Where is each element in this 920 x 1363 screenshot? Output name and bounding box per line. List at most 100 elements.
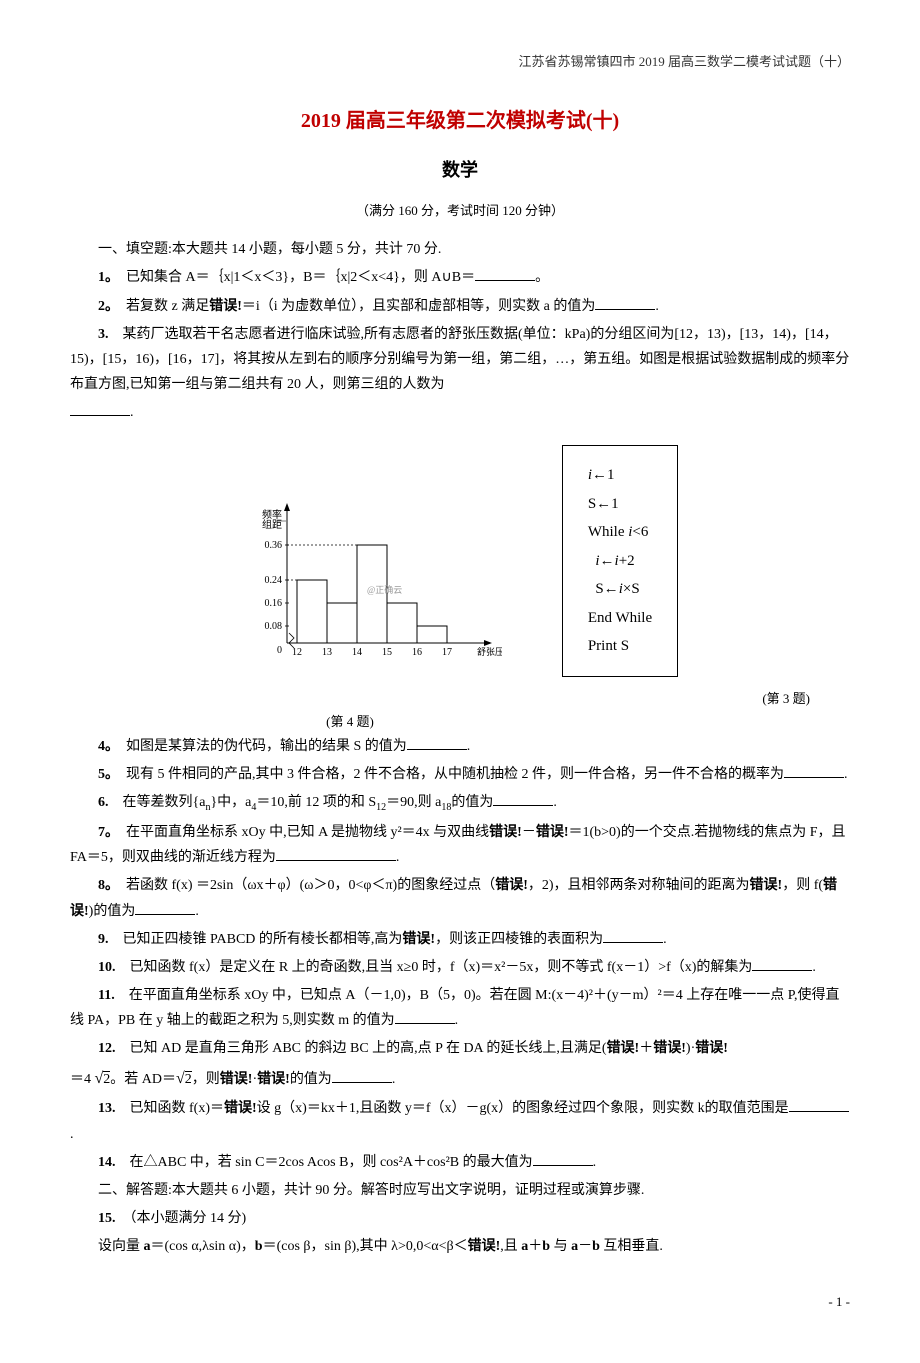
q5-text: 现有 5 件相同的产品,其中 3 件合格，2 件不合格，从中随机抽检 2 件，则…: [126, 767, 784, 782]
q4-num: 4。: [98, 739, 112, 754]
code-line-5: S←i×S: [588, 575, 652, 604]
q6-end: 的值为: [451, 795, 493, 810]
q12-err5: 错误!: [257, 1072, 290, 1087]
page-number: - 1 -: [70, 1290, 850, 1313]
q15-cont: ,且 a＋b 与 a－b 互相垂直.: [500, 1239, 663, 1254]
q6-pre: 在等差数列{a: [123, 795, 206, 810]
q9-blank: [603, 929, 663, 943]
q12-dot: )·: [686, 1041, 695, 1056]
section-2-header: 二、解答题:本大题共 6 小题，共计 90 分。解答时应写出文字说明，证明过程或…: [70, 1178, 850, 1203]
q7-blank: [276, 847, 396, 861]
code-line-3: While i<6: [588, 518, 652, 547]
code-line-2: S←1: [588, 490, 652, 519]
q12-blank: [332, 1069, 392, 1083]
q2-num: 2。: [98, 299, 112, 314]
q5-blank: [784, 764, 844, 778]
q7-num: 7。: [98, 825, 112, 840]
code-line-4: i←i+2: [588, 547, 652, 576]
code-line-1: i←1: [588, 461, 652, 490]
q9-text: 已知正四棱锥 PABCD 的所有棱长都相等,高为: [123, 932, 403, 947]
q6-blank: [493, 792, 553, 806]
pseudocode-column: i←1 S←1 While i<6 i←i+2 S←i×S End While …: [562, 445, 678, 677]
q13-text: 已知函数 f(x)＝: [130, 1101, 225, 1116]
caption-q4: (第 4 题): [220, 710, 480, 733]
q11-num: 11.: [98, 988, 115, 1003]
q2-text: 若复数 z 满足: [126, 299, 209, 314]
svg-text:14: 14: [352, 647, 362, 658]
page-header: 江苏省苏锡常镇四市 2019 届高三数学二模考试试题（十）: [70, 50, 850, 73]
figures-row: 频率 组距 0.36 0.24 0.16 0.08 0 12 13 14 15 …: [70, 445, 850, 677]
pseudocode-box: i←1 S←1 While i<6 i←i+2 S←i×S End While …: [562, 445, 678, 677]
q15-num: 15.: [98, 1211, 116, 1226]
svg-text:组距: 组距: [262, 518, 282, 531]
q2-cont: ＝i（i 为虚数单位），且实部和虚部相等，则实数 a 的值为: [242, 299, 596, 314]
q1-blank: [475, 267, 535, 281]
q13-cont: 设 g（x)＝kx＋1,且函数 y＝f（x）－g(x）的图象经过四个象限，则实数…: [257, 1101, 789, 1116]
question-9: 9. 已知正四棱锥 PABCD 的所有棱长都相等,高为错误!，则该正四棱锥的表面…: [70, 927, 850, 952]
q12-cont1: 。若 AD＝: [110, 1072, 176, 1087]
q15-hdr: （本小题满分 14 分): [130, 1211, 247, 1226]
q1-num: 1。: [98, 270, 112, 285]
q10-text: 已知函数 f(x）是定义在 R 上的奇函数,且当 x≥0 时，f（x)＝x²－5…: [130, 960, 753, 975]
q8-mid: ，2)，且相邻两条对称轴间的距离为: [528, 878, 750, 893]
q2-blank: [595, 296, 655, 310]
q14-text: 在△ABC 中，若 sin C＝2cos Acos B，则 cos²A＋cos²…: [130, 1155, 533, 1170]
q12-num: 12.: [98, 1041, 116, 1056]
q10-num: 10.: [98, 960, 116, 975]
question-4: 4。 如图是某算法的伪代码，输出的结果 S 的值为.: [70, 734, 850, 759]
q11-blank: [395, 1010, 455, 1024]
q3-num: 3.: [98, 327, 109, 342]
q6-mid3: ＝90,则 a: [386, 795, 441, 810]
code-line-6: End While: [588, 604, 652, 633]
question-14: 14. 在△ABC 中，若 sin C＝2cos Acos B，则 cos²A＋…: [70, 1150, 850, 1175]
q12-end: 的值为: [290, 1072, 332, 1087]
q9-err: 错误!: [402, 932, 435, 947]
question-1: 1。 已知集合 A＝｛x|1＜x＜3}，B＝｛x|2＜x<4}，则 A∪B＝。: [70, 265, 850, 290]
q6-sub3: 12: [376, 802, 386, 813]
svg-text:舒张压/kPa: 舒张压/kPa: [477, 646, 502, 657]
q13-err: 错误!: [224, 1101, 257, 1116]
q4-blank: [407, 736, 467, 750]
question-6: 6. 在等差数列{an}中，a4＝10,前 12 项的和 S12＝90,则 a1…: [70, 790, 850, 817]
q7-dash: －: [522, 825, 536, 840]
q15-err: 错误!: [468, 1239, 501, 1254]
q9-cont: ，则该正四棱锥的表面积为: [435, 932, 603, 947]
q3-text: 某药厂选取若干名志愿者进行临床试验,所有志愿者的舒张压数据(单位：kPa)的分组…: [70, 327, 849, 392]
svg-text:0: 0: [277, 645, 282, 656]
histogram-container: 频率 组距 0.36 0.24 0.16 0.08 0 12 13 14 15 …: [242, 488, 502, 677]
q8-text: 若函数 f(x) ＝2sin（ωx＋φ）(ω＞0，0<φ＜π)的图象经过点（: [126, 878, 495, 893]
question-12: 12. 已知 AD 是直角三角形 ABC 的斜边 BC 上的高,点 P 在 DA…: [70, 1036, 850, 1061]
q8-err2: 错误!: [750, 878, 783, 893]
question-12-cont: ＝4 √2。若 AD＝√2，则错误!·错误!的值为.: [70, 1065, 850, 1094]
section-1-header: 一、填空题:本大题共 14 小题，每小题 5 分，共计 70 分.: [70, 237, 850, 262]
svg-text:0.24: 0.24: [264, 575, 282, 586]
svg-text:0.36: 0.36: [264, 540, 282, 551]
svg-text:@正确云: @正确云: [367, 584, 402, 595]
q8-blank: [135, 901, 195, 915]
q8-end: )的值为: [89, 904, 136, 919]
svg-text:13: 13: [322, 647, 332, 658]
q13-blank: [789, 1098, 849, 1112]
question-8: 8。 若函数 f(x) ＝2sin（ωx＋φ）(ω＞0，0<φ＜π)的图象经过点…: [70, 873, 850, 923]
question-11: 11. 在平面直角坐标系 xOy 中，已知点 A（－1,0)，B（5，0)。若在…: [70, 983, 850, 1033]
question-13: 13. 已知函数 f(x)＝错误!设 g（x)＝kx＋1,且函数 y＝f（x）－…: [70, 1096, 850, 1146]
main-title: 2019 届高三年级第二次模拟考试(十): [70, 103, 850, 139]
question-7: 7。 在平面直角坐标系 xOy 中,已知 A 是抛物线 y²＝4x 与双曲线错误…: [70, 820, 850, 870]
svg-text:12: 12: [292, 647, 302, 658]
code-line-7: Print S: [588, 632, 652, 661]
exam-info: （满分 160 分，考试时间 120 分钟）: [70, 199, 850, 222]
q6-num: 6.: [98, 795, 109, 810]
question-3: 3. 某药厂选取若干名志愿者进行临床试验,所有志愿者的舒张压数据(单位：kPa)…: [70, 322, 850, 398]
q7-err1: 错误!: [489, 825, 522, 840]
q8-cont: ，则 f(: [782, 878, 823, 893]
svg-text:16: 16: [412, 647, 422, 658]
q12-cont2: ，则: [192, 1072, 220, 1087]
q8-num: 8。: [98, 878, 112, 893]
svg-text:17: 17: [442, 647, 452, 658]
svg-text:0.08: 0.08: [264, 621, 282, 632]
q15-text: 设向量 a＝(cos α,λsin α)，b＝(cos β，sin β),其中 …: [98, 1239, 468, 1254]
q1-text: 已知集合 A＝｛x|1＜x＜3}，B＝｛x|2＜x<4}，则 A∪B＝: [126, 270, 475, 285]
question-10: 10. 已知函数 f(x）是定义在 R 上的奇函数,且当 x≥0 时，f（x)＝…: [70, 955, 850, 980]
q6-mid2: ＝10,前 12 项的和 S: [256, 795, 376, 810]
q14-num: 14.: [98, 1155, 116, 1170]
